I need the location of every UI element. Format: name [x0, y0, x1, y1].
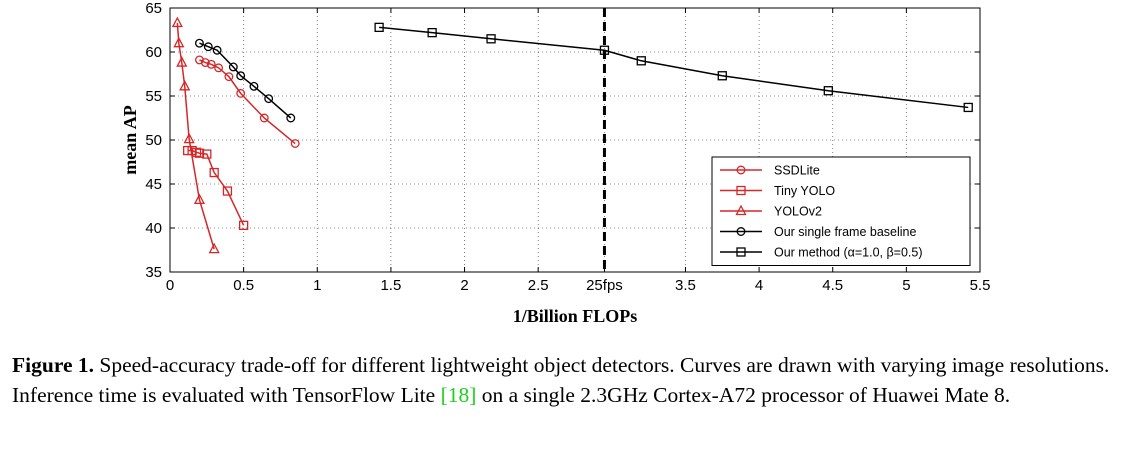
- x-tick-label: 5: [902, 277, 910, 294]
- x-tick-label: 5.5: [970, 277, 991, 294]
- data-point: [486, 34, 496, 44]
- legend-label: YOLOv2: [774, 205, 822, 219]
- series-line: [187, 149, 245, 226]
- data-point: [203, 42, 213, 52]
- x-tick-label: 4.5: [822, 277, 843, 294]
- legend-item: Our single frame baseline: [720, 225, 916, 239]
- figure-caption: Figure 1. Speed-accuracy trade-off for d…: [12, 350, 1112, 410]
- x-tick-label: 25fps: [586, 277, 623, 294]
- y-axis-label: mean AP: [120, 105, 140, 175]
- legend-marker: [736, 185, 746, 196]
- series-4: [374, 22, 973, 113]
- citation-link[interactable]: [18]: [440, 383, 477, 407]
- y-tick-label: 55: [145, 88, 162, 105]
- legend-marker: [736, 227, 746, 236]
- y-tick-label: 60: [145, 44, 162, 61]
- data-point: [290, 139, 300, 148]
- x-tick-label: 4: [755, 277, 763, 294]
- series-layer: [171, 16, 973, 254]
- data-point: [202, 149, 212, 159]
- data-point: [179, 79, 191, 91]
- x-tick-label: 2.5: [528, 277, 549, 294]
- data-point: [286, 113, 296, 123]
- legend: SSDLite Tiny YOLO YOLOv2 Our single frame b…: [711, 156, 971, 266]
- y-axis-ticks: 35 40 45 50 55 60 65: [145, 0, 980, 281]
- figure-label: Figure 1.: [12, 353, 95, 377]
- data-point: [636, 56, 646, 66]
- legend-marker: [735, 204, 747, 216]
- data-point: [717, 71, 727, 81]
- data-point: [963, 102, 973, 113]
- data-point: [427, 27, 437, 38]
- y-tick-label: 50: [145, 132, 162, 149]
- data-point: [212, 45, 222, 55]
- y-tick-label: 65: [145, 0, 162, 17]
- series-1: [183, 145, 249, 231]
- data-point: [191, 147, 202, 157]
- data-point: [173, 36, 185, 48]
- legend-label: Our method (α=1.0, β=0.5): [774, 246, 923, 260]
- x-tick-label: 0.5: [233, 277, 254, 294]
- data-point: [176, 56, 188, 67]
- series-line: [199, 42, 292, 119]
- x-tick-label: 2: [460, 277, 468, 294]
- series-line: [379, 26, 969, 109]
- series-3: [195, 38, 296, 123]
- legend-item: Our method (α=1.0, β=0.5): [720, 246, 923, 260]
- y-tick-label: 45: [145, 176, 162, 193]
- x-tick-label: 1: [313, 277, 321, 294]
- legend-label: SSDLite: [774, 164, 820, 178]
- data-point: [228, 62, 238, 72]
- legend-item: YOLOv2: [720, 205, 822, 219]
- y-tick-label: 40: [145, 220, 162, 237]
- caption-text-2: on a single 2.3GHz Cortex-A72 processor …: [476, 383, 1011, 407]
- legend-marker: [736, 165, 746, 175]
- data-point: [206, 59, 216, 69]
- data-point: [222, 186, 233, 196]
- data-point: [214, 63, 224, 73]
- x-axis-label: 1/Billion FLOPs: [513, 306, 638, 326]
- x-tick-label: 3.5: [675, 277, 696, 294]
- data-point: [249, 81, 259, 91]
- data-point: [209, 167, 219, 178]
- legend-item: Tiny YOLO: [720, 184, 835, 198]
- legend-label: Our single frame baseline: [774, 225, 916, 239]
- data-point: [236, 88, 246, 98]
- data-point: [374, 22, 384, 33]
- data-point: [238, 220, 249, 231]
- legend-marker: [736, 247, 746, 257]
- data-point: [264, 94, 274, 104]
- series-0: [195, 55, 300, 148]
- data-point: [823, 86, 833, 96]
- data-point: [208, 242, 220, 254]
- data-point: [236, 71, 246, 81]
- series-line: [176, 22, 215, 250]
- data-point: [193, 193, 206, 204]
- data-point: [224, 72, 234, 82]
- y-tick-label: 35: [145, 264, 162, 281]
- legend-item: SSDLite: [720, 164, 820, 178]
- data-point: [200, 58, 210, 68]
- series-line: [199, 59, 296, 145]
- data-point: [195, 38, 204, 48]
- speed-accuracy-chart: 0 0.5 1 1.5 2 2.5 25fps 3.5 4 4.5 5 5.5 35 40 45 50 55 6…: [120, 0, 991, 326]
- data-point: [259, 113, 269, 123]
- data-point: [183, 132, 195, 144]
- data-point: [171, 16, 183, 28]
- legend-label: Tiny YOLO: [774, 184, 835, 198]
- caption-text-1: Speed-accuracy trade-off for different l…: [12, 353, 1110, 407]
- x-axis-ticks: 0 0.5 1 1.5 2 2.5 25fps 3.5 4 4.5 5 5.5: [166, 8, 991, 294]
- x-tick-label: 1.5: [380, 277, 401, 294]
- series-2: [171, 16, 220, 254]
- x-tick-label: 0: [166, 277, 174, 294]
